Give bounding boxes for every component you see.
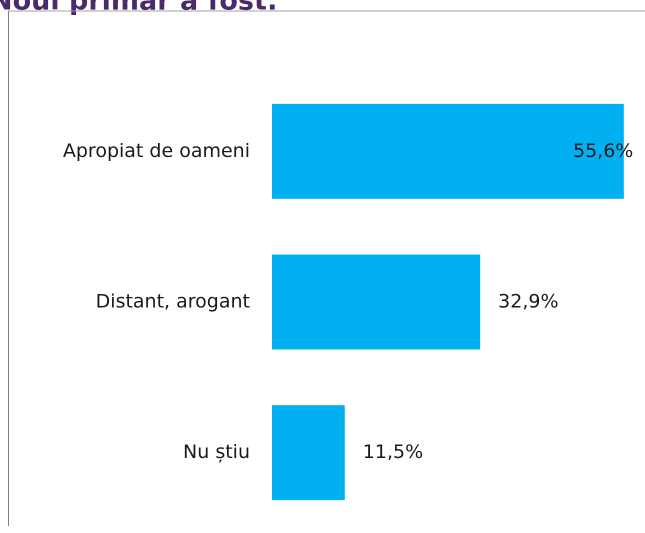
value-label: 55,6% [573, 140, 633, 162]
bar [272, 254, 481, 350]
category-label: Apropiat de oameni [63, 140, 250, 162]
chart-title: Noul primar a fost: [0, 0, 278, 17]
category-label: Distant, arogant [96, 291, 250, 313]
value-label: 11,5% [363, 441, 423, 463]
bar [272, 405, 345, 501]
category-label: Nu știu [183, 441, 250, 463]
value-label: 32,9% [498, 291, 558, 313]
bar [272, 103, 624, 199]
